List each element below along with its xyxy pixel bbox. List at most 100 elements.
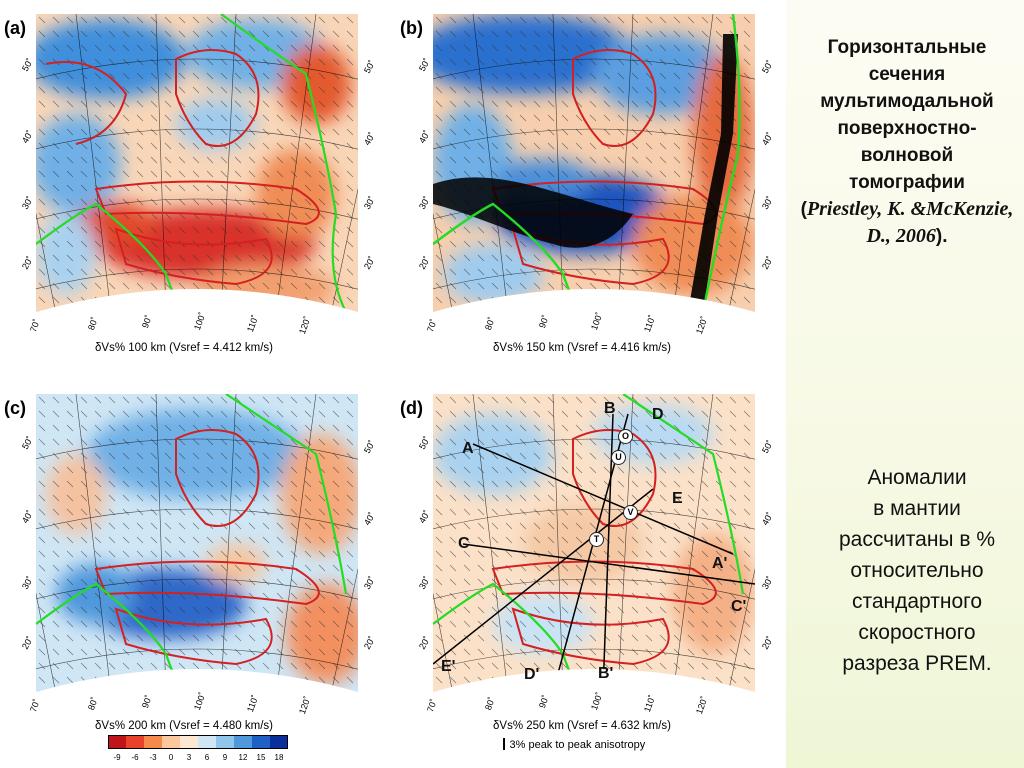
colorbar-swatch bbox=[270, 735, 288, 749]
title-line: поверхностно- bbox=[837, 118, 977, 139]
lat-tick: 20˚ bbox=[362, 634, 378, 651]
colorbar-border bbox=[108, 735, 288, 749]
lat-tick: 40˚ bbox=[362, 130, 378, 147]
colorbar-tick-label: 9 bbox=[222, 753, 228, 762]
map-panel-c bbox=[36, 394, 358, 692]
intersection-v: V bbox=[623, 505, 638, 520]
profile-label-a-prime: A' bbox=[712, 555, 728, 572]
panel-label-a: (a) bbox=[4, 18, 26, 38]
lon-tick: 70˚ bbox=[28, 317, 42, 334]
colorbar-swatch bbox=[180, 735, 199, 749]
lon-tick: 80˚ bbox=[483, 315, 497, 332]
sidebar-background bbox=[786, 0, 1024, 768]
colorbar-swatch bbox=[234, 735, 253, 749]
panel-caption-a: δVs% 100 km (Vsref = 4.412 km/s) bbox=[95, 342, 274, 354]
lat-tick: 40˚ bbox=[417, 508, 433, 525]
colorbar-tick-label: 12 bbox=[238, 753, 248, 762]
lat-tick: 20˚ bbox=[760, 254, 776, 271]
lat-tick: 30˚ bbox=[362, 194, 378, 211]
body-line: в мантии bbox=[873, 497, 961, 520]
title-line: волновой bbox=[860, 145, 954, 166]
lon-tick: 90˚ bbox=[140, 313, 154, 330]
colorbar-tick-label: -9 bbox=[113, 753, 121, 762]
tomography-map-250km bbox=[433, 394, 755, 692]
lat-tick: 30˚ bbox=[760, 194, 776, 211]
lat-tick: 50˚ bbox=[417, 56, 433, 73]
profile-label-d: D bbox=[652, 406, 664, 423]
lat-tick: 50˚ bbox=[20, 56, 36, 73]
panel-caption-d: δVs% 250 km (Vsref = 4.632 km/s) bbox=[493, 720, 672, 732]
lon-tick: 70˚ bbox=[425, 317, 439, 334]
lon-tick: 90˚ bbox=[537, 313, 551, 330]
lon-tick: 110˚ bbox=[642, 693, 658, 714]
slide-body-text: Аномалии в мантии рассчитаны в % относит… bbox=[810, 462, 1024, 679]
lat-tick: 30˚ bbox=[417, 194, 433, 211]
title-line: сечения bbox=[868, 64, 946, 85]
body-line: рассчитаны в % bbox=[838, 528, 996, 551]
lon-tick: 120˚ bbox=[297, 315, 313, 336]
lon-tick: 100˚ bbox=[192, 311, 208, 332]
lon-tick: 120˚ bbox=[694, 315, 710, 336]
lat-tick: 30˚ bbox=[20, 574, 36, 591]
lon-tick: 90˚ bbox=[140, 693, 154, 710]
title-line: Горизонтальные bbox=[827, 37, 987, 58]
profile-label-e-prime: E' bbox=[441, 658, 456, 675]
colorbar-swatch bbox=[198, 735, 217, 749]
profile-label-c: C bbox=[458, 535, 470, 552]
colorbar-swatch bbox=[144, 735, 163, 749]
lat-tick: 40˚ bbox=[20, 128, 36, 145]
map-panel-a bbox=[36, 14, 358, 312]
profile-label-e: E bbox=[672, 490, 683, 507]
lon-tick: 120˚ bbox=[297, 695, 313, 716]
lat-tick: 50˚ bbox=[417, 434, 433, 451]
colorbar-tick-label: 6 bbox=[204, 753, 210, 762]
lon-tick: 100˚ bbox=[589, 691, 605, 712]
intersection-o: O bbox=[618, 429, 633, 444]
lon-tick: 110˚ bbox=[642, 313, 658, 334]
profile-label-c-prime: C' bbox=[731, 598, 747, 615]
title-line: мультимодальной bbox=[820, 91, 994, 112]
lat-tick: 40˚ bbox=[362, 510, 378, 527]
lon-tick: 100˚ bbox=[589, 311, 605, 332]
colorbar-tick-label: 15 bbox=[256, 753, 266, 762]
velocity-colorbar bbox=[108, 735, 288, 749]
title-line: томографии bbox=[849, 172, 965, 193]
body-line: Аномалии bbox=[867, 466, 967, 489]
lat-tick: 30˚ bbox=[20, 194, 36, 211]
body-line: скоростного bbox=[858, 621, 976, 644]
lat-tick: 20˚ bbox=[417, 634, 433, 651]
colorbar-tick-label: -6 bbox=[131, 753, 139, 762]
profile-label-a: A bbox=[462, 440, 474, 457]
lon-tick: 110˚ bbox=[245, 313, 261, 334]
panel-label-b: (b) bbox=[400, 18, 423, 38]
lat-tick: 30˚ bbox=[760, 574, 776, 591]
profile-label-b-prime: B' bbox=[598, 665, 614, 682]
citation: (Priestley, K. &McKenzie, D., 2006). bbox=[800, 198, 1014, 247]
colorbar-swatch bbox=[252, 735, 271, 749]
lat-tick: 30˚ bbox=[362, 574, 378, 591]
lat-tick: 20˚ bbox=[760, 634, 776, 651]
lon-tick: 120˚ bbox=[694, 695, 710, 716]
citation-authors: Priestley, K. &McKenzie, D., 2006 bbox=[806, 198, 1014, 247]
colorbar-swatch bbox=[162, 735, 181, 749]
panel-caption-c: δVs% 200 km (Vsref = 4.480 km/s) bbox=[95, 720, 274, 732]
lat-tick: 50˚ bbox=[760, 438, 776, 455]
tomography-map-100km bbox=[36, 14, 358, 312]
lat-tick: 30˚ bbox=[417, 574, 433, 591]
body-line: относительно bbox=[850, 559, 984, 582]
lon-tick: 90˚ bbox=[537, 693, 551, 710]
seismicity-dots bbox=[433, 34, 738, 312]
anisotropy-scale-label: 3% peak to peak anisotropy bbox=[503, 738, 646, 751]
lat-tick: 50˚ bbox=[362, 438, 378, 455]
lon-tick: 100˚ bbox=[192, 691, 208, 712]
lon-tick: 70˚ bbox=[425, 697, 439, 714]
colorbar-tick-label: 18 bbox=[274, 753, 284, 762]
slide-title: Горизонтальные сечения мультимодальной п… bbox=[796, 34, 1018, 250]
tomography-map-150km bbox=[433, 14, 755, 312]
lat-tick: 40˚ bbox=[760, 130, 776, 147]
intersection-t: T bbox=[589, 532, 604, 547]
colorbar-tick-label: 3 bbox=[186, 753, 192, 762]
colorbar-swatch bbox=[108, 735, 127, 749]
lat-tick: 40˚ bbox=[417, 128, 433, 145]
lat-tick: 40˚ bbox=[760, 510, 776, 527]
